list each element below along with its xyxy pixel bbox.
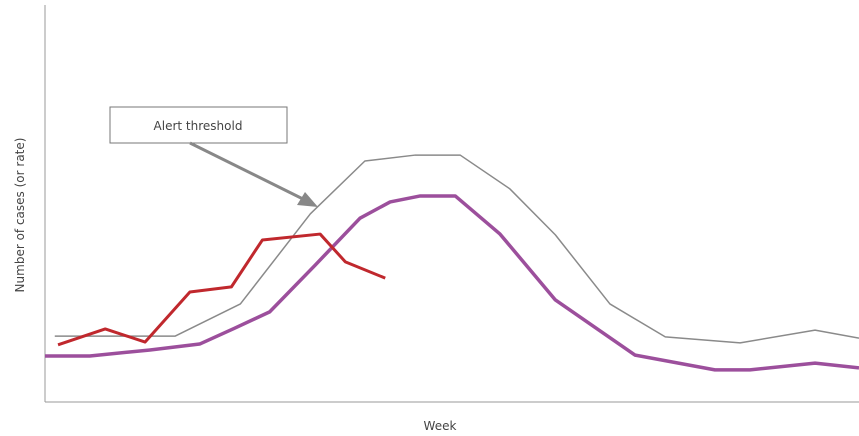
series-line	[45, 194, 859, 372]
y-axis-label: Number of cases (or rate)	[13, 138, 27, 293]
x-axis-label: Week	[424, 419, 457, 433]
annotation-text: Alert threshold	[154, 119, 243, 133]
annotation-arrow	[189, 141, 306, 202]
series-line	[57, 232, 386, 347]
series-line	[54, 154, 859, 344]
annotation-box	[109, 106, 288, 144]
arrow-head	[297, 192, 318, 207]
